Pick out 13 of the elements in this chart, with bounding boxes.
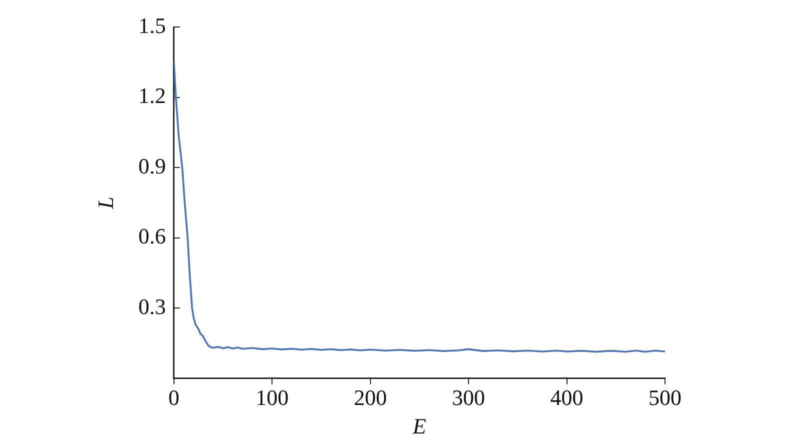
y-tick-label: 1.5: [138, 12, 166, 38]
x-tick-label: 400: [550, 385, 584, 410]
y-tick-label: 0.3: [138, 294, 166, 319]
x-tick-label: 500: [648, 385, 682, 410]
x-tick-label: 200: [354, 385, 387, 410]
y-tick-label: 0.9: [138, 153, 166, 178]
x-tick-label: 0: [168, 385, 180, 410]
y-axis-title: L: [92, 196, 118, 210]
y-tick-label: 1.2: [138, 83, 166, 108]
y-tick-label: 0.6: [138, 224, 166, 249]
x-tick-label: 100: [256, 385, 289, 410]
x-axis-title: E: [412, 414, 427, 439]
x-tick-label: 300: [452, 385, 486, 410]
